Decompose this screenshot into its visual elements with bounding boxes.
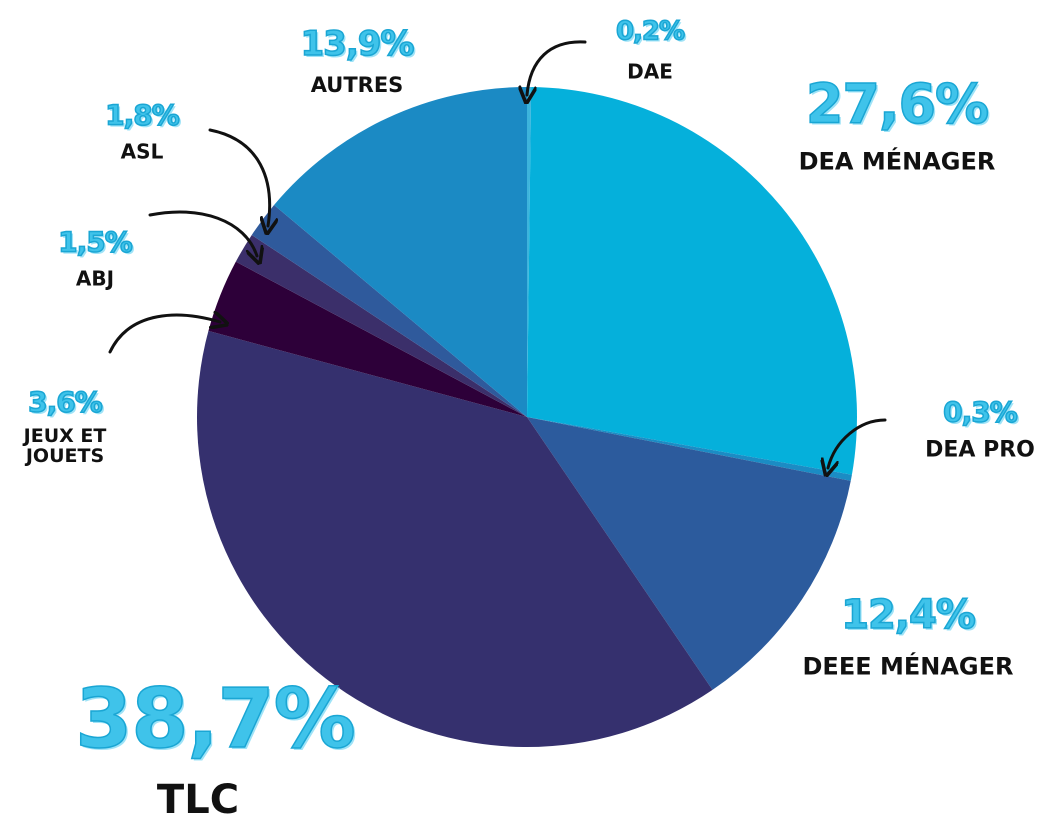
pie-slice xyxy=(527,417,851,690)
category-label: DEA MÉNAGER xyxy=(798,147,996,176)
category-label: DAE xyxy=(627,59,673,84)
category-label: DEA PRO xyxy=(925,437,1035,463)
category-label: ABJ xyxy=(75,266,115,291)
arrow xyxy=(527,40,587,95)
pie-slice xyxy=(208,261,527,417)
category-label: TLC xyxy=(156,777,240,816)
value-label: 0,2% xyxy=(615,16,686,47)
value-label: 1,8% xyxy=(104,98,180,132)
value-label: 13,9% xyxy=(300,24,415,65)
arrow xyxy=(208,128,270,226)
arrow xyxy=(828,418,887,468)
value-label: 27,6% xyxy=(805,72,990,136)
value-label: 1,5% xyxy=(57,225,133,259)
pie-slice xyxy=(235,234,527,417)
pie-slice xyxy=(197,330,713,747)
value-label: 0,3% xyxy=(942,395,1018,429)
value-label: 3,6% xyxy=(27,385,103,419)
pie-slice xyxy=(251,205,527,417)
value-label: 38,7% xyxy=(75,671,357,767)
category-label: ASL xyxy=(120,139,164,164)
arrow xyxy=(108,315,220,354)
arrow xyxy=(148,210,257,256)
pie-slice xyxy=(527,417,852,481)
pie-slice xyxy=(527,87,858,475)
category-label: AUTRES xyxy=(310,72,404,97)
pie-slice xyxy=(274,86,527,417)
pie-slice xyxy=(527,87,532,417)
arrows xyxy=(108,40,887,468)
category-label: JEUX ET JOUETS xyxy=(23,425,107,467)
category-label: DEEE MÉNAGER xyxy=(802,652,1014,681)
value-label: 12,4% xyxy=(840,592,976,638)
